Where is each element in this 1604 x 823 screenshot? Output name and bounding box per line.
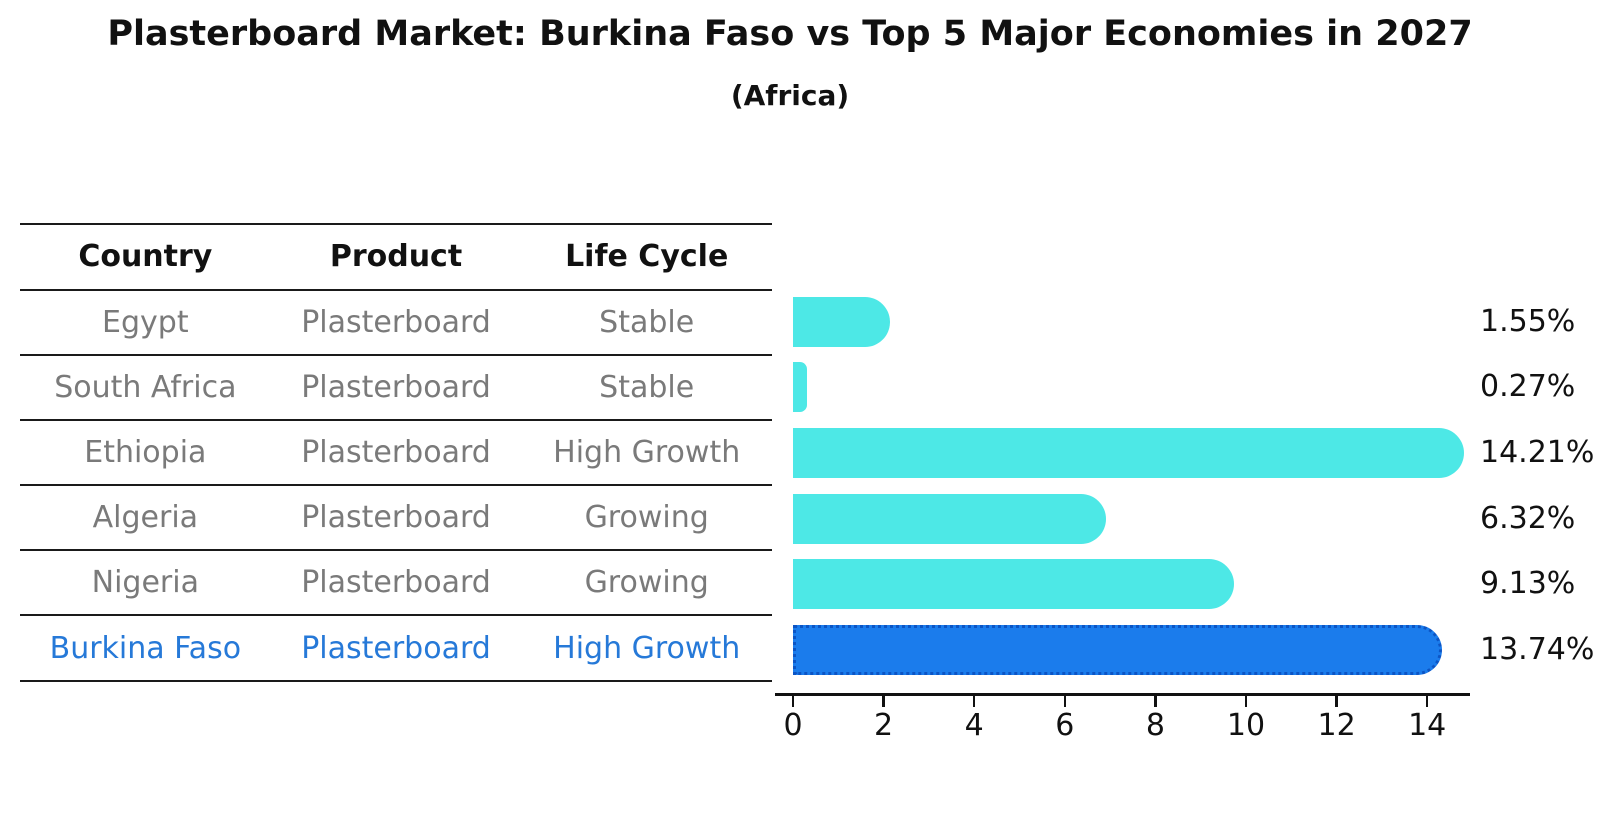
table-cell: Nigeria (91, 565, 199, 601)
bar-south-africa (793, 362, 808, 413)
chart-title: Plasterboard Market: Burkina Faso vs Top… (107, 14, 1473, 54)
bar-value-label: 13.74% (1480, 632, 1595, 667)
table-cell: Egypt (102, 304, 189, 340)
x-axis-tick-label: 12 (1317, 708, 1356, 743)
table-cell: Burkina Faso (49, 630, 242, 666)
table-cell: Plasterboard (301, 565, 491, 601)
table-cell: High Growth (553, 434, 741, 470)
x-axis-tick (1335, 696, 1338, 707)
table-cell: South Africa (54, 369, 237, 405)
bar-value-label: 6.32% (1480, 500, 1576, 536)
table-header-cell: Life Cycle (565, 239, 729, 275)
table-cell: Ethiopia (84, 434, 207, 470)
x-axis-tick-label: 8 (1145, 708, 1165, 743)
table-cell: Growing (584, 565, 709, 601)
bar-value-label: 14.21% (1480, 434, 1595, 470)
table-cell: Growing (584, 500, 709, 536)
x-axis-tick (1154, 696, 1157, 707)
bar-highlight-burkina-faso (793, 625, 1443, 675)
x-axis-tick (1425, 696, 1429, 707)
bar-ethiopia (793, 427, 1464, 478)
table-cell: Stable (599, 304, 695, 340)
x-axis-tick-label: 14 (1408, 708, 1447, 743)
table-cell: High Growth (553, 630, 741, 666)
x-axis-tick (1063, 696, 1067, 707)
bar-egypt (793, 296, 891, 347)
table-cell: Stable (599, 369, 695, 405)
table-cell: Plasterboard (301, 630, 491, 666)
table-row: Nigeria Plasterboard Growing (20, 551, 772, 617)
table-header-cell: Product (329, 239, 463, 275)
bar-value-label: 0.27% (1480, 369, 1576, 405)
bar-nigeria (793, 559, 1234, 610)
x-axis-tick-label: 4 (964, 708, 984, 743)
table-header-row: Country Product Life Cycle (20, 225, 772, 291)
bar-value-label: 1.55% (1480, 303, 1576, 339)
table-row: Ethiopia Plasterboard High Growth (20, 421, 772, 487)
x-axis-tick (1244, 696, 1248, 707)
x-axis-line (775, 693, 1470, 696)
bar-algeria (793, 493, 1107, 544)
table-cell: Plasterboard (301, 304, 491, 340)
x-axis-tick (882, 696, 885, 707)
table-row: Egypt Plasterboard Stable (20, 291, 772, 356)
table-row: South Africa Plasterboard Stable (20, 356, 772, 421)
x-axis-tick-label: 2 (874, 708, 894, 743)
bar-value-label: 9.13% (1480, 566, 1576, 602)
x-axis-tick-label: 10 (1226, 708, 1266, 743)
x-axis-tick (972, 696, 976, 707)
x-axis-tick-label: 6 (1055, 708, 1075, 743)
x-axis-tick-label: 0 (783, 708, 803, 743)
table-cell: Plasterboard (301, 500, 491, 536)
table-row: Burkina Faso Plasterboard High Growth (20, 616, 772, 682)
table-cell: Plasterboard (301, 369, 491, 405)
x-axis-tick (791, 696, 795, 707)
chart-subtitle: (Africa) (730, 79, 850, 112)
table-header-cell: Country (78, 239, 213, 275)
country-table: Country Product Life Cycle Egypt Plasterboar… (20, 223, 772, 682)
table-cell: Plasterboard (301, 434, 491, 470)
table-cell: Algeria (92, 500, 199, 536)
table-row: Algeria Plasterboard Growing (20, 486, 772, 552)
